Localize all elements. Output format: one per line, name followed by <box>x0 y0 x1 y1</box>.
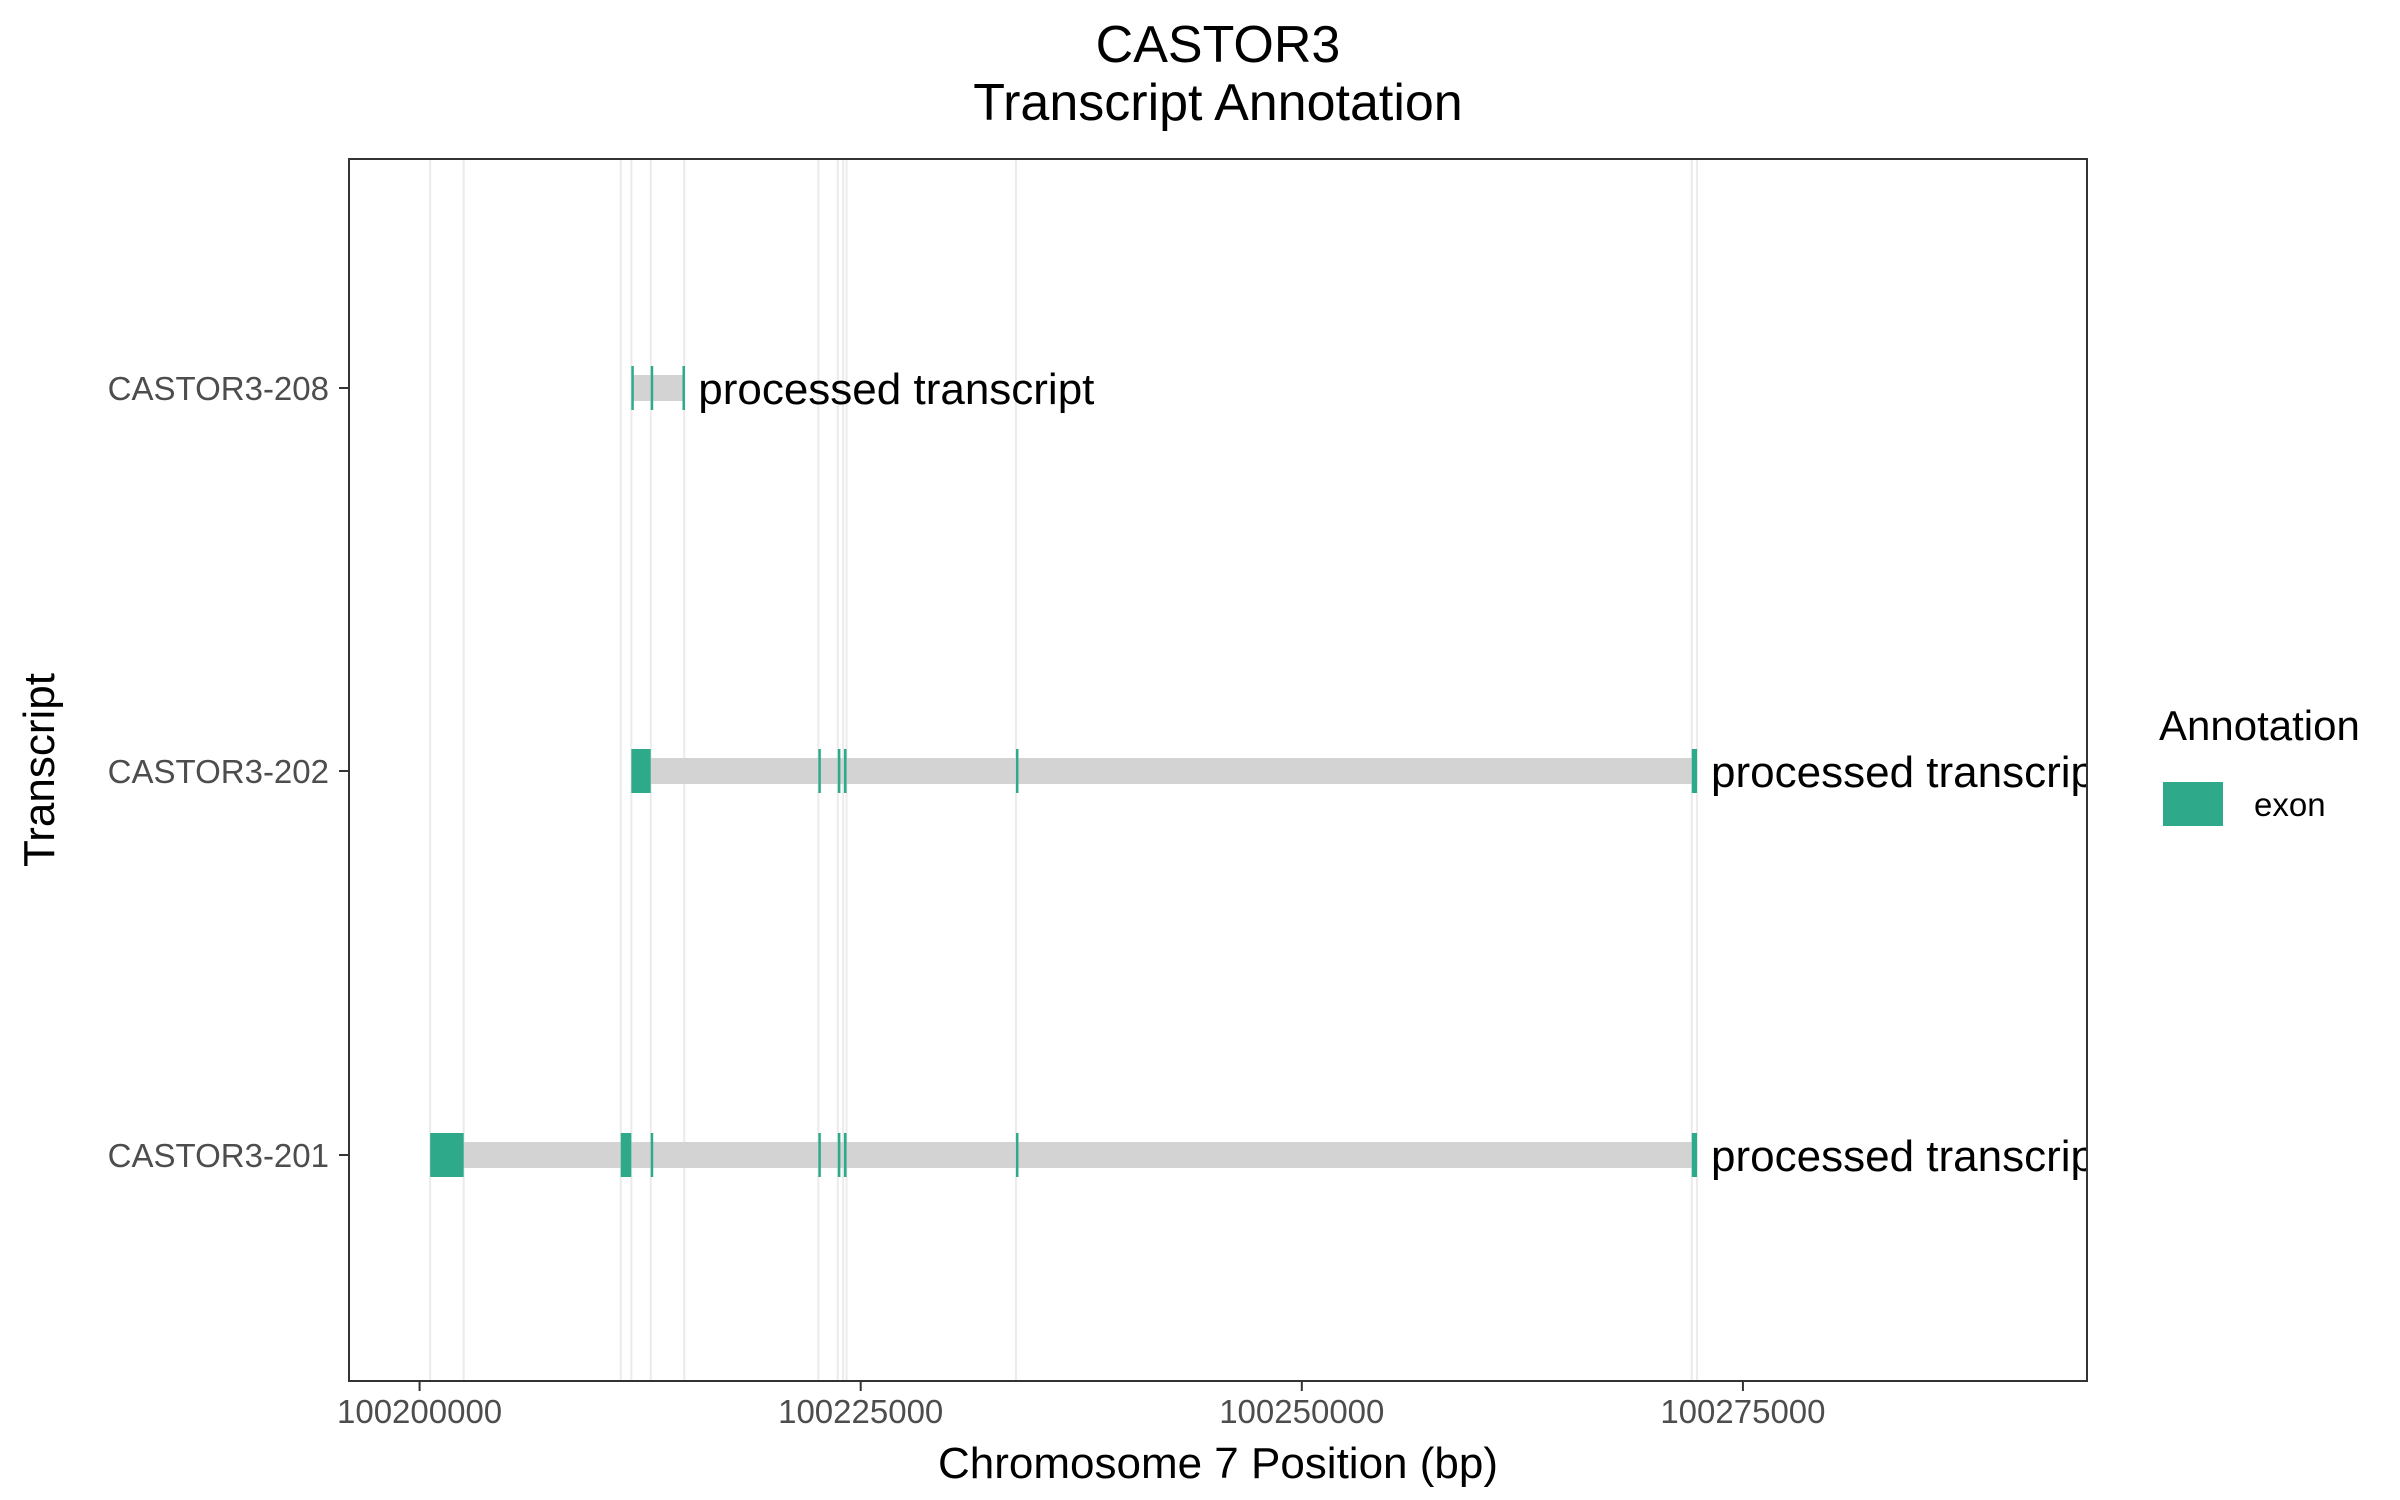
legend-label-exon: exon <box>2254 786 2326 823</box>
x-tick-label: 100225000 <box>778 1393 943 1430</box>
transcript-tracks: processed transcript processed transcript… <box>430 365 2107 1181</box>
x-tick-label: 100275000 <box>1660 1393 1825 1430</box>
legend-title: Annotation <box>2159 702 2360 749</box>
intron-bar <box>430 1142 1698 1168</box>
exon-block <box>818 1133 821 1177</box>
exon-block <box>837 1133 841 1177</box>
exon-block <box>1015 749 1019 793</box>
exon-block <box>1691 749 1698 793</box>
y-tick-label: CASTOR3-201 <box>108 1137 329 1174</box>
intron-bar <box>631 375 685 401</box>
exon-block <box>631 366 634 410</box>
intron-bar <box>631 758 1698 784</box>
transcript-biotype-label: processed transcript <box>1711 748 2107 797</box>
exon-block <box>631 749 651 793</box>
transcript-biotype-label: processed transcript <box>698 365 1094 414</box>
x-tick-label: 100250000 <box>1219 1393 1384 1430</box>
exon-block <box>837 749 841 793</box>
x-axis-title: Chromosome 7 Position (bp) <box>938 1439 1498 1488</box>
y-tick-label: CASTOR3-208 <box>108 370 329 407</box>
exon-block <box>650 366 654 410</box>
transcript-biotype-label: processed transcript <box>1711 1132 2107 1181</box>
exon-block <box>818 749 821 793</box>
exon-block <box>682 366 685 410</box>
exon-block <box>430 1133 464 1177</box>
legend: Annotation exon <box>2159 702 2360 826</box>
exon-block <box>843 1133 847 1177</box>
exon-block <box>843 749 847 793</box>
x-tick-label: 100200000 <box>337 1393 502 1430</box>
exon-block <box>1691 1133 1698 1177</box>
y-tick-label: CASTOR3-202 <box>108 753 329 790</box>
chart-title: CASTOR3 <box>1096 16 1341 74</box>
x-axis: 100200000 100225000 100250000 100275000 <box>337 1381 1826 1430</box>
exon-block <box>650 1133 654 1177</box>
legend-key-exon <box>2163 782 2223 826</box>
y-axis: CASTOR3-208 CASTOR3-202 CASTOR3-201 <box>108 370 349 1174</box>
exon-block <box>1015 1133 1019 1177</box>
chart-subtitle: Transcript Annotation <box>973 74 1462 132</box>
y-axis-title: Transcript <box>15 673 64 867</box>
exon-block <box>620 1133 632 1177</box>
